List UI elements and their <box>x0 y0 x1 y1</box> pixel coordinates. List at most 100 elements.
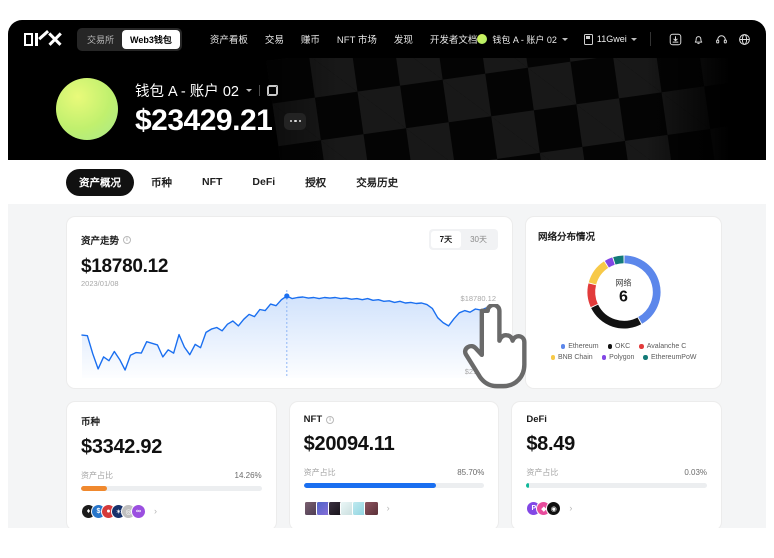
highlight-point <box>284 293 290 299</box>
tab-transaction-history[interactable]: 交易历史 <box>356 176 399 189</box>
logo-x-icon <box>48 33 61 46</box>
asset-trend-title-group: 资产走势 i <box>81 233 132 247</box>
tokens-icon-row[interactable]: ♦ $ ● ✶ ◎ ∞ › <box>81 504 262 519</box>
download-icon[interactable] <box>666 29 686 49</box>
range-7d[interactable]: 7天 <box>430 231 462 248</box>
defi-ratio-label: 资产占比 <box>526 468 559 477</box>
logo-k-icon <box>35 32 46 46</box>
legend-item-ethereum[interactable]: Ethereum <box>560 343 599 350</box>
tab-nft[interactable]: NFT <box>202 176 223 188</box>
donut-segment-ethereum[interactable] <box>623 255 661 324</box>
asset-trend-card: 资产走势 i 7天 30天 $18780.12 2023/01/08 <box>66 216 527 389</box>
legend-item-avalanche-c[interactable]: Avalanche C <box>639 343 686 350</box>
tab-approvals[interactable]: 授权 <box>305 176 327 189</box>
legend-item-okc[interactable]: OKC <box>607 343 630 350</box>
legend-item-bnb-chain[interactable]: BNB Chain <box>550 354 593 361</box>
wallet-dot-icon <box>477 34 488 44</box>
info-icon[interactable]: i <box>326 415 335 424</box>
legend-item-ethereumpow[interactable]: EthereumPoW <box>643 354 696 361</box>
globe-icon[interactable] <box>735 29 755 49</box>
asset-trend-title: 资产走势 <box>81 235 120 247</box>
tokens-expand-icon[interactable]: › <box>154 506 157 516</box>
defi-card-title: DeFi <box>526 414 547 425</box>
nav-link-earn[interactable]: 赚币 <box>300 35 320 46</box>
okx-logo[interactable] <box>24 32 61 46</box>
trend-area-fill <box>81 296 498 378</box>
legend-item-polygon[interactable]: Polygon <box>601 354 635 361</box>
tokens-card[interactable]: 币种 $3342.92 资产占比 14.26% ♦ $ ● <box>66 401 277 528</box>
app-window: 交易所 Web3钱包 资产看板 交易 赚币 NFT 市场 发现 开发者文档 钱包… <box>8 20 766 528</box>
donut-center-text: 网络 6 <box>616 278 632 307</box>
nft-thumb <box>363 501 379 516</box>
nft-expand-icon[interactable]: › <box>386 503 390 513</box>
hero-fade-right <box>646 58 766 160</box>
legend-label: Avalanche C <box>646 343 687 350</box>
switch-web3-wallet[interactable]: Web3钱包 <box>122 29 180 49</box>
chevron-down-icon <box>630 37 637 41</box>
donut-segment-polygon[interactable] <box>604 257 615 268</box>
network-legend: Ethereum OKC Avalanche C BNB Chain Polyg… <box>538 343 709 361</box>
nft-card-title-group: NFT i <box>304 414 485 425</box>
nav-link-nft-market[interactable]: NFT 市场 <box>336 35 377 46</box>
nft-card-value: $20094.11 <box>303 433 395 455</box>
nav-link-discover[interactable]: 发现 <box>393 35 413 46</box>
network-donut-chart: 网络 6 <box>538 249 709 335</box>
nft-card[interactable]: NFT i $20094.11 资产占比 85.70% <box>288 401 500 528</box>
tab-tokens[interactable]: 币种 <box>151 176 172 189</box>
chevron-down-icon[interactable] <box>245 89 252 92</box>
hero-text-block: 钱包 A - 账户 02 $23429.21 <box>135 80 307 138</box>
legend-label: Polygon <box>609 354 635 361</box>
token-icon-stack: ♦ $ ● ✶ ◎ ∞ <box>81 504 146 519</box>
donut-segment-avalanche-c[interactable] <box>586 283 598 308</box>
defi-expand-icon[interactable]: › <box>569 503 573 513</box>
bell-icon[interactable] <box>689 29 709 49</box>
nav-link-trade[interactable]: 交易 <box>264 35 284 46</box>
defi-icon-row[interactable]: P ◆ ◉ › <box>526 501 707 516</box>
nft-icon-row[interactable]: › <box>303 501 485 516</box>
hero-content: 钱包 A - 账户 02 $23429.21 <box>8 58 766 160</box>
switch-exchange[interactable]: 交易所 <box>87 34 115 45</box>
donut-segment-okc[interactable] <box>590 304 641 329</box>
defi-progress-track <box>526 483 708 488</box>
gas-icon <box>583 33 593 45</box>
donut-segment-bnb-chain[interactable] <box>588 261 608 285</box>
tokens-card-value: $3342.92 <box>81 436 163 458</box>
axis-high-label: $18780.12 <box>460 294 496 303</box>
trend-line-svg <box>81 290 498 378</box>
nft-ratio-row: 资产占比 85.70% <box>304 467 485 478</box>
range-switch[interactable]: 7天 30天 <box>428 229 498 250</box>
donut-segment-ethereumpow[interactable] <box>612 255 624 265</box>
defi-card[interactable]: DeFi $8.49 资产占比 0.03% P ◆ ◉ <box>511 401 723 528</box>
nft-ratio-label: 资产占比 <box>303 468 336 477</box>
network-distribution-title: 网络分布情况 <box>538 232 596 243</box>
asset-trend-chart[interactable]: $18780.12 $2190.26 <box>81 290 527 389</box>
wallet-selector[interactable]: 钱包 A - 账户 02 <box>477 33 568 46</box>
defi-card-value: $8.49 <box>526 433 575 455</box>
info-icon[interactable]: i <box>123 235 132 244</box>
tab-defi[interactable]: DeFi <box>252 176 276 188</box>
tokens-card-title-group: 币种 <box>81 414 262 428</box>
wallet-selector-label: 钱包 A - 账户 02 <box>492 34 557 45</box>
nav-right-group: 钱包 A - 账户 02 11Gwei <box>477 29 754 49</box>
more-icon[interactable] <box>284 112 307 130</box>
tab-overview[interactable]: 资产概况 <box>66 168 134 196</box>
defi-ratio-row: 资产占比 0.03% <box>526 467 707 478</box>
tokens-progress-fill <box>81 486 107 491</box>
nft-thumb-stack <box>303 501 379 516</box>
product-switch[interactable]: 交易所 Web3钱包 <box>77 27 182 51</box>
gas-price-chip[interactable]: 11Gwei <box>583 33 637 45</box>
range-30d[interactable]: 30天 <box>470 235 487 244</box>
nav-links: 资产看板 交易 赚币 NFT 市场 发现 开发者文档 <box>210 32 478 46</box>
logo-square-icon <box>24 32 33 46</box>
axis-low-label: $2190.26 <box>464 367 496 376</box>
nft-ratio-value: 85.70% <box>457 468 485 477</box>
nav-link-dashboard[interactable]: 资产看板 <box>209 35 248 46</box>
balance-row: $23429.21 <box>135 104 307 138</box>
avatar <box>56 78 118 140</box>
nft-progress-track <box>303 483 485 488</box>
account-divider <box>258 85 260 96</box>
copy-icon[interactable] <box>266 85 278 96</box>
nav-link-developer-docs[interactable]: 开发者文档 <box>429 35 478 46</box>
headset-icon[interactable] <box>712 29 732 49</box>
